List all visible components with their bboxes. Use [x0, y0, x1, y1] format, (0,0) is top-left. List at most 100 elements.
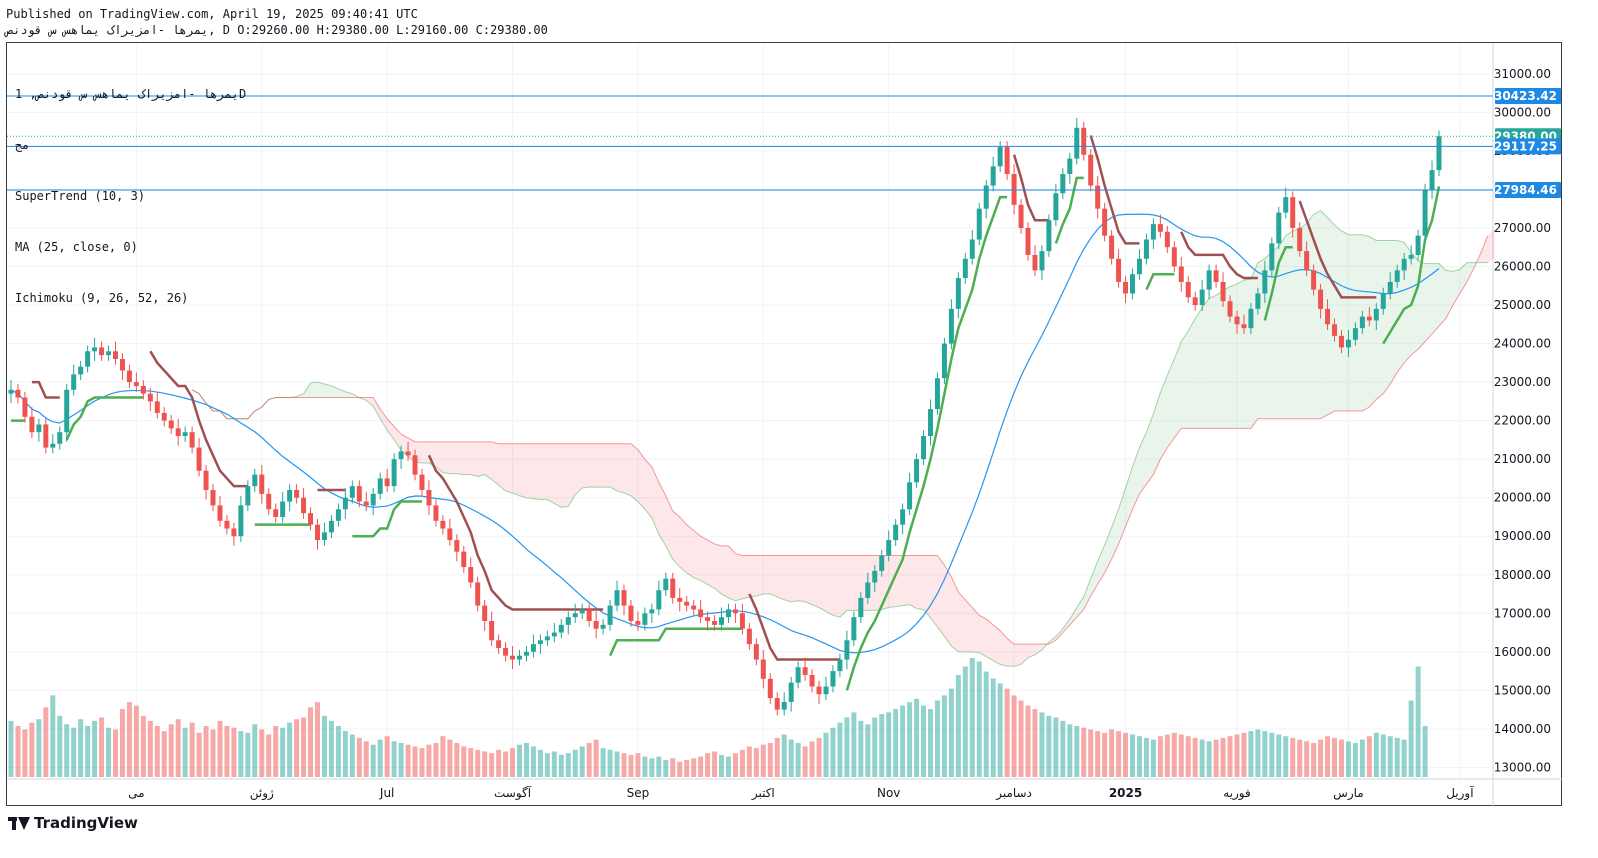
supertrend-line	[1382, 186, 1441, 345]
volume-bar	[280, 727, 286, 777]
chart-legend: یمرها -امزیراک یماهس س قودنص, 1D مج Supe…	[15, 52, 246, 324]
volume-bar	[844, 717, 850, 777]
ichimoku-cloud-segment	[1299, 223, 1307, 419]
ichimoku-cloud-segment	[1125, 466, 1133, 527]
ichimoku-cloud-segment	[1069, 607, 1077, 625]
tradingview-logo[interactable]: TradingView	[8, 814, 138, 832]
candle-body	[1408, 254, 1414, 259]
candle-body	[579, 609, 585, 614]
candle-body	[1123, 281, 1129, 294]
time-tick-label: اکتبر	[751, 786, 775, 801]
supertrend-line	[845, 195, 1008, 691]
candle-body	[1248, 308, 1254, 329]
volume-bar	[78, 719, 84, 777]
candle-body	[224, 520, 230, 529]
volume-bar	[259, 729, 265, 777]
volume-bar	[523, 743, 529, 777]
ichimoku-cloud-segment	[1028, 644, 1035, 658]
candle-body	[719, 617, 725, 625]
volume-bar	[962, 666, 968, 777]
ichimoku-cloud-segment	[1250, 262, 1258, 429]
ichimoku-cloud-segment	[498, 443, 506, 491]
ichimoku-cloud-segment	[832, 555, 840, 618]
candle-body	[440, 520, 446, 529]
volume-bar	[112, 729, 118, 777]
candle-body	[1297, 227, 1303, 252]
ichimoku-cloud-segment	[1216, 290, 1224, 429]
time-tick-label: ژوئن	[250, 786, 274, 801]
ichimoku-cloud-segment	[707, 540, 715, 589]
volume-bar	[140, 715, 146, 777]
candle-body	[1136, 258, 1142, 275]
candle-body	[1422, 189, 1428, 236]
volume-bar	[1088, 729, 1094, 777]
volume-bar	[705, 753, 711, 777]
candle-body	[36, 424, 42, 433]
volume-bar	[1241, 732, 1247, 777]
candle-body	[746, 628, 752, 645]
volume-bar	[461, 746, 467, 777]
time-tick-label: آوریل	[1446, 785, 1474, 801]
candle-body	[774, 698, 780, 710]
volume-bar	[795, 743, 801, 777]
price-chart[interactable]: 31000.0030000.0029000.0028000.0027000.00…	[7, 43, 1563, 807]
candle-body	[1116, 258, 1122, 282]
ichimoku-cloud-segment	[979, 615, 987, 657]
candle-body	[879, 555, 885, 571]
volume-bar	[732, 753, 738, 777]
ichimoku-cloud-segment	[463, 441, 471, 475]
candle-body	[503, 647, 509, 656]
candle-body	[886, 540, 892, 556]
candle-body	[1338, 335, 1344, 348]
ichimoku-cloud-segment	[721, 545, 729, 598]
ichimoku-cloud-segment	[651, 466, 659, 535]
candle-body	[635, 621, 641, 625]
volume-bar	[1304, 741, 1310, 777]
publish-line: Published on TradingView.com, April 19, …	[6, 7, 418, 21]
volume-bar	[391, 741, 397, 777]
candle-body	[1109, 235, 1115, 259]
candle-body	[482, 605, 488, 622]
candle-body	[412, 455, 418, 475]
candle-body	[510, 655, 516, 660]
ichimoku-cloud-segment	[324, 384, 332, 398]
legend-supertrend[interactable]: SuperTrend (10, 3)	[15, 189, 146, 203]
legend-ichimoku[interactable]: Ichimoku (9, 26, 52, 26)	[15, 291, 189, 305]
volume-bar	[851, 712, 857, 777]
volume-bar	[934, 700, 940, 777]
candle-body	[1046, 220, 1052, 252]
candle-body	[1102, 208, 1108, 236]
volume-bar	[335, 726, 341, 777]
volume-bar	[1311, 743, 1317, 777]
candle-body	[182, 432, 188, 437]
candle-body	[1401, 258, 1407, 271]
candle-body	[15, 389, 21, 398]
ichimoku-cloud-segment	[756, 555, 764, 596]
candle-body	[1032, 254, 1038, 271]
volume-bar	[1359, 739, 1365, 777]
candle-body	[405, 451, 411, 456]
legend-ma[interactable]: MA (25, close, 0)	[15, 240, 138, 254]
volume-bar	[1422, 726, 1428, 777]
candle-body	[1283, 197, 1289, 213]
candle-body	[872, 570, 878, 583]
candle-body	[976, 208, 982, 240]
candle-body	[1262, 270, 1268, 294]
candle-body	[858, 597, 864, 618]
volume-bar	[314, 702, 320, 777]
candle-body	[1018, 204, 1024, 228]
volume-bar	[760, 744, 766, 777]
candle-body	[8, 389, 14, 394]
candle-body	[468, 567, 474, 583]
candle-body	[196, 447, 202, 471]
candle-body	[725, 609, 731, 618]
candle-body	[691, 605, 697, 610]
price-label: 29117.25	[1494, 139, 1557, 153]
chart-frame[interactable]: 31000.0030000.0029000.0028000.0027000.00…	[6, 42, 1563, 807]
volume-bar	[377, 739, 383, 777]
candle-body	[1171, 247, 1177, 267]
candle-body	[119, 358, 125, 371]
candle-body	[496, 640, 502, 648]
volume-bar	[628, 754, 634, 777]
volume-bar	[788, 739, 794, 777]
